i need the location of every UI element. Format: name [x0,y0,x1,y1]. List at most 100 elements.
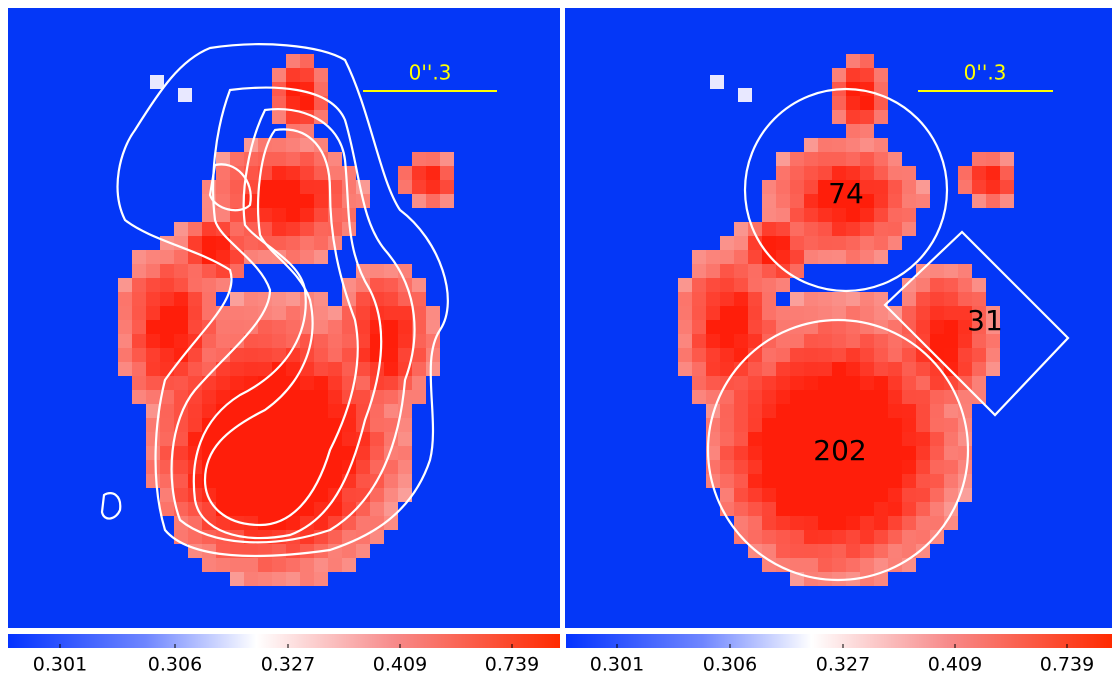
map-pixel [860,544,874,558]
map-pixel [944,362,958,376]
map-pixel [860,334,874,348]
map-pixel [818,376,832,390]
colorbar-tick-label: 0.739 [1040,654,1094,676]
map-pixel [132,292,146,306]
map-pixel [328,418,342,432]
map-pixel [874,558,888,572]
map-pixel [412,152,426,166]
map-pixel [202,222,216,236]
map-pixel [776,488,790,502]
map-pixel [300,390,314,404]
map-pixel [944,418,958,432]
map-pixel [426,362,440,376]
map-pixel [272,96,286,110]
map-pixel [734,292,748,306]
map-pixel [930,306,944,320]
map-pixel [720,390,734,404]
map-pixel [972,194,986,208]
map-pixel [230,474,244,488]
map-pixel [776,306,790,320]
map-pixel [328,334,342,348]
map-pixel [720,460,734,474]
map-pixel [902,418,916,432]
map-pixel [958,264,972,278]
map-pixel [720,404,734,418]
map-pixel [314,306,328,320]
map-pixel [762,278,776,292]
map-pixel [748,390,762,404]
map-pixel [384,390,398,404]
map-pixel [384,306,398,320]
map-pixel [846,418,860,432]
map-pixel [706,418,720,432]
map-pixel [286,250,300,264]
map-pixel [146,432,160,446]
colorbar-tick-label: 0.306 [148,654,202,676]
map-pixel [692,390,706,404]
map-pixel [888,432,902,446]
map-pixel [230,502,244,516]
map-pixel [734,460,748,474]
map-pixel [412,166,426,180]
map-pixel [874,446,888,460]
map-pixel [734,278,748,292]
map-pixel [188,362,202,376]
map-pixel [440,152,454,166]
map-pixel [790,166,804,180]
map-pixel [916,194,930,208]
map-pixel [244,348,258,362]
map-pixel [258,208,272,222]
map-pixel [258,418,272,432]
map-pixel [412,362,426,376]
map-pixel [300,418,314,432]
map-pixel [972,390,986,404]
map-pixel [832,404,846,418]
map-pixel [860,138,874,152]
map-pixel [874,96,888,110]
map-pixel [272,502,286,516]
map-pixel [356,460,370,474]
map-pixel [216,516,230,530]
map-pixel [678,362,692,376]
map-pixel [734,334,748,348]
map-pixel [776,194,790,208]
map-pixel [874,362,888,376]
map-pixel [860,502,874,516]
map-pixel [776,502,790,516]
map-pixel [804,516,818,530]
map-pixel [300,96,314,110]
map-pixel [132,362,146,376]
map-pixel [692,376,706,390]
map-pixel [314,376,328,390]
map-pixel [412,348,426,362]
map-pixel [328,166,342,180]
map-pixel [174,390,188,404]
map-pixel [790,418,804,432]
map-pixel [384,264,398,278]
map-pixel [272,68,286,82]
map-pixel [272,446,286,460]
map-pixel [944,432,958,446]
map-pixel [748,516,762,530]
map-pixel [944,474,958,488]
map-pixel [776,446,790,460]
map-pixel [748,474,762,488]
map-pixel [734,516,748,530]
map-pixel [370,432,384,446]
map-pixel [846,222,860,236]
map-pixel [300,138,314,152]
map-pixel [832,460,846,474]
map-pixel [944,278,958,292]
map-pixel [874,390,888,404]
map-pixel [384,292,398,306]
map-pixel [230,460,244,474]
map-pixel [762,208,776,222]
map-pixel [832,208,846,222]
map-pixel [888,516,902,530]
map-pixel [132,334,146,348]
colorbar [566,634,1112,648]
map-pixel [804,474,818,488]
map-pixel [146,250,160,264]
intensity-map [678,54,1014,586]
map-pixel [286,544,300,558]
